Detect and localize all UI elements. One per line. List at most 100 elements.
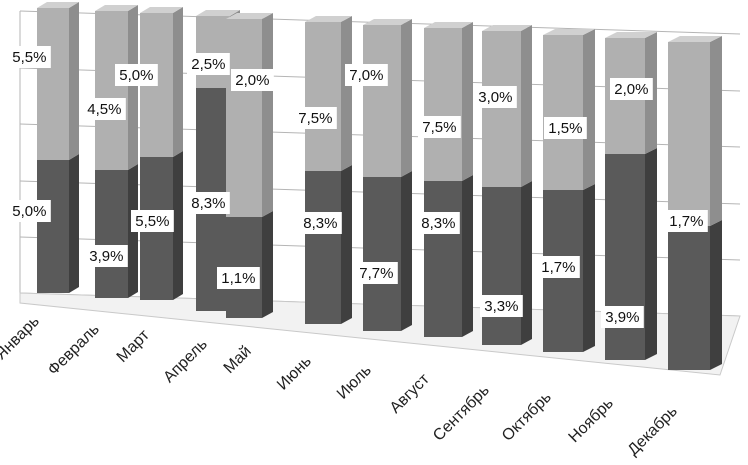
data-label: 2,0% xyxy=(610,78,653,100)
data-label-box xyxy=(115,64,158,86)
data-label-text: 1,5% xyxy=(548,120,582,137)
bars xyxy=(37,2,722,370)
data-label-box xyxy=(480,295,523,317)
bar-light-side xyxy=(173,7,183,157)
bar-light-front xyxy=(226,19,262,217)
bar-top xyxy=(37,2,79,8)
bar-dark-side xyxy=(521,181,532,345)
x-tick-label: Май xyxy=(221,343,255,377)
x-tick-label: Апрель xyxy=(160,336,210,386)
data-label: 5,0% xyxy=(8,200,51,222)
data-label: 8,3% xyxy=(417,212,460,234)
data-label-text: 5,5% xyxy=(135,213,169,230)
data-label-text: 2,5% xyxy=(191,56,225,73)
bar-light-front xyxy=(482,31,521,187)
data-label-box xyxy=(85,245,128,267)
bar-dark-front xyxy=(424,181,462,337)
data-label: 2,0% xyxy=(231,69,274,91)
data-label-text: 3,9% xyxy=(89,248,123,265)
x-tick-label: Сентябрь xyxy=(430,382,493,445)
data-label-box xyxy=(345,64,388,86)
bar-dark-side xyxy=(341,165,352,324)
data-label-box xyxy=(418,116,461,138)
data-label: 7,5% xyxy=(418,116,461,138)
data-label-text: 8,3% xyxy=(303,215,337,232)
data-label-box xyxy=(610,78,653,100)
data-label-box xyxy=(544,117,587,139)
bar-dark-side xyxy=(462,175,473,337)
x-tick-label: Июнь xyxy=(274,353,315,394)
bar-light-side xyxy=(341,16,352,171)
x-tick-label: Июль xyxy=(334,362,375,403)
bar-top xyxy=(305,16,352,22)
data-label: 3,0% xyxy=(474,86,517,108)
x-tick-label: Март xyxy=(114,326,154,366)
data-label-text: 2,0% xyxy=(614,81,648,98)
data-label-box xyxy=(294,107,337,129)
data-labels: 5,0% 5,5% 3,9% 4,5% 5,5% 5,0% 8,3% 2,5% 1,1% 2,0%… xyxy=(8,46,708,328)
bar-dark-side xyxy=(173,151,183,300)
bar-top xyxy=(424,22,473,28)
bar-light-front xyxy=(37,8,69,160)
bar-top xyxy=(668,36,722,42)
bar-top xyxy=(140,7,183,13)
data-label: 3,9% xyxy=(601,306,644,328)
data-label: 4,5% xyxy=(83,98,126,120)
bar-top xyxy=(196,10,240,16)
bar-light-side xyxy=(262,13,273,217)
data-label-text: 8,3% xyxy=(421,215,455,232)
data-label-text: 5,0% xyxy=(119,67,153,84)
bar-dark-side xyxy=(69,154,79,293)
data-label-text: 3,0% xyxy=(478,89,512,106)
data-label-box xyxy=(601,306,644,328)
x-tick-label: Август xyxy=(387,370,434,417)
data-label-box xyxy=(8,46,51,68)
x-tick-label: Ноябрь xyxy=(566,395,617,446)
data-label-box xyxy=(417,212,460,234)
data-label: 7,5% xyxy=(294,107,337,129)
bar-light-side xyxy=(462,22,473,181)
bar-dark-side xyxy=(645,148,657,360)
bar-top xyxy=(226,13,273,19)
data-label: 3,9% xyxy=(85,245,128,267)
data-label: 1,5% xyxy=(544,117,587,139)
bar-top xyxy=(605,32,657,38)
data-label-box xyxy=(217,267,260,289)
bar-light-front xyxy=(424,28,462,181)
data-label-box xyxy=(83,98,126,120)
bar-light-side xyxy=(521,25,532,187)
data-label-text: 5,0% xyxy=(12,203,46,220)
data-label: 3,3% xyxy=(480,295,523,317)
data-label-text: 7,5% xyxy=(422,119,456,136)
data-label-text: 1,7% xyxy=(669,213,703,230)
data-label: 8,3% xyxy=(299,212,342,234)
data-label-box xyxy=(474,86,517,108)
data-label-text: 3,9% xyxy=(605,309,639,326)
data-label-box xyxy=(231,69,274,91)
x-tick-label: Декабрь xyxy=(625,403,681,459)
bar-light-front xyxy=(305,22,341,171)
x-tick-label: Февраль xyxy=(45,321,103,379)
bar-light-side xyxy=(69,2,79,160)
data-label-box xyxy=(187,53,230,75)
bar-light-side xyxy=(710,36,722,226)
bar-dark-front xyxy=(668,226,710,370)
bar-dark-front xyxy=(305,171,341,324)
data-label-text: 8,3% xyxy=(191,195,225,212)
data-label-text: 4,5% xyxy=(87,101,121,118)
data-label: 5,5% xyxy=(131,210,174,232)
bar-light-side xyxy=(401,19,412,177)
bar-dark-front xyxy=(37,160,69,293)
bar-top xyxy=(363,19,412,25)
bar-light-front xyxy=(196,16,230,88)
data-label-text: 5,5% xyxy=(12,49,46,66)
bar-light-front xyxy=(668,42,710,226)
bar-light-front xyxy=(95,11,128,170)
data-label-text: 7,0% xyxy=(349,67,383,84)
data-label-text: 1,1% xyxy=(221,270,255,287)
data-label-text: 1,7% xyxy=(541,259,575,276)
bar-top xyxy=(95,5,138,11)
bar-dark-side xyxy=(401,171,412,331)
data-label: 7,7% xyxy=(355,262,398,284)
